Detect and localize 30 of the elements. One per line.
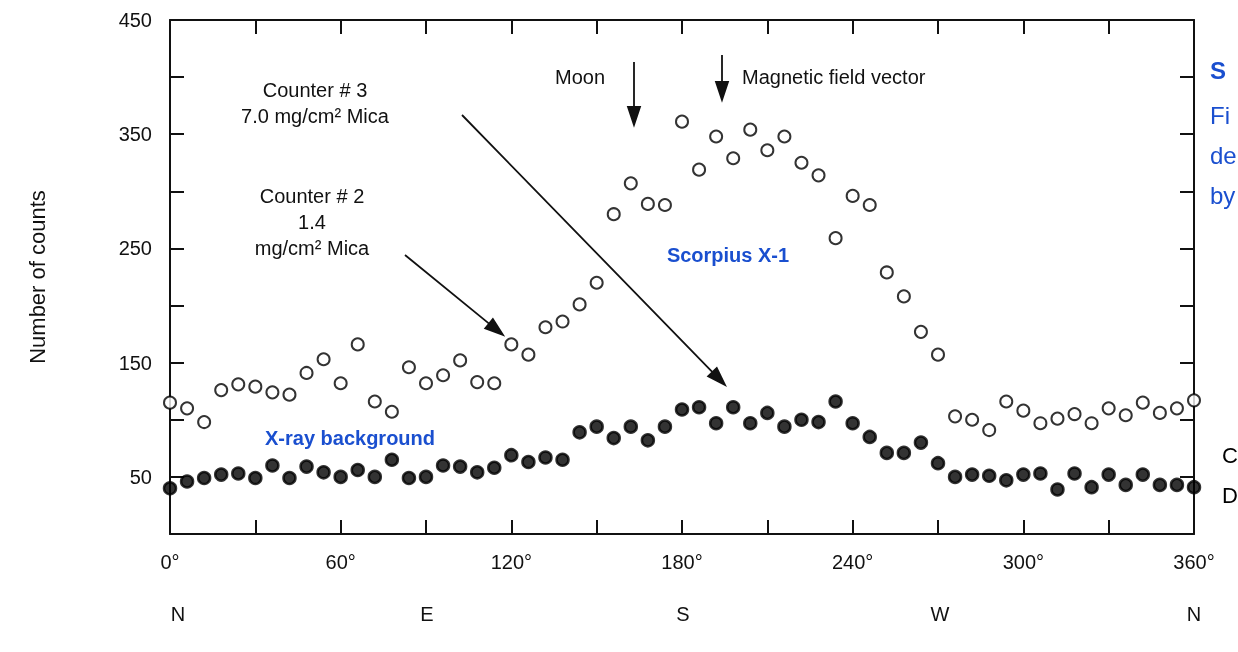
text: S [676,603,690,625]
x-tick-label: 0° [160,551,180,573]
annotation: Magnetic field vector [742,66,926,88]
annotation: Moon [554,66,606,88]
text: D [1222,482,1238,508]
y-tick-label: 50 [129,465,152,488]
text: de [1210,141,1237,169]
text: N [170,603,186,625]
annotation: Counter # 3 7.0 mg/cm² Mica [241,79,390,127]
annotation: Scorpius X-1 [666,244,790,266]
annotation: X-ray background [264,427,436,449]
x-tick-label: 60° [325,551,356,573]
x-tick-label: 300° [1002,551,1045,573]
x-tick-label: 120° [490,551,533,573]
text: Fi [1210,101,1230,129]
text: E [420,603,434,625]
text: S [1210,56,1227,84]
y-tick-label: 250 [118,237,152,260]
annotation: Counter # 2 1.4 mg/cm² Mica [254,185,371,259]
y-axis-title: Number of counts [24,190,50,364]
x-tick-label: 240° [831,551,874,573]
y-tick-label: 150 [118,351,152,374]
y-tick-label: 450 [118,9,152,31]
text: W [930,603,950,625]
text: by [1210,181,1236,209]
text: C [1222,442,1238,468]
x-tick-label: 360° [1173,551,1215,573]
y-tick-label: 350 [118,123,152,146]
text: N [1186,603,1202,625]
x-tick-label: 180° [661,551,703,573]
